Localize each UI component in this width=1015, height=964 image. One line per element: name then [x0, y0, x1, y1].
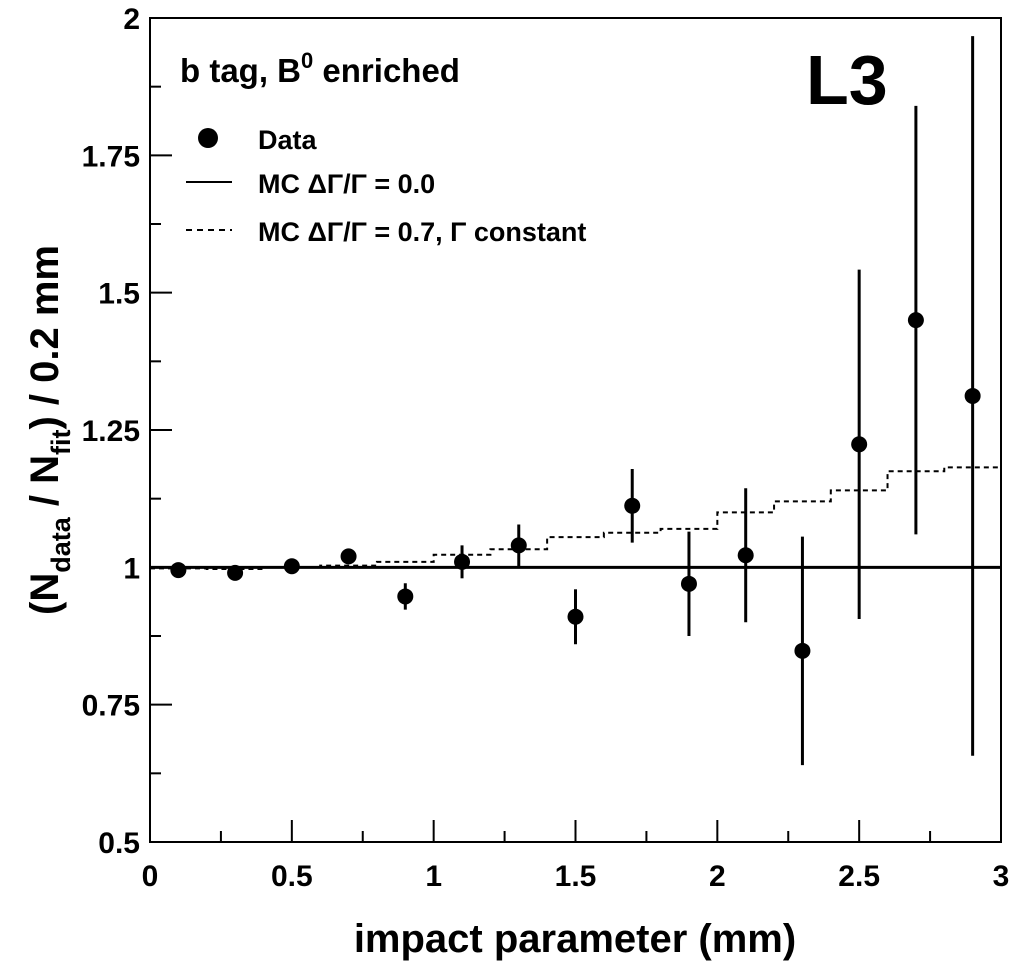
mc-step-line	[150, 466, 1001, 570]
data-point	[851, 436, 868, 453]
x-tick-label: 3	[993, 860, 1010, 893]
legend-label-mc-07: MC ΔΓ/Γ = 0.7, Γ constant	[258, 217, 586, 247]
x-tick-label: 1.5	[555, 860, 597, 893]
data-point	[737, 547, 754, 564]
x-tick-label: 0.5	[271, 860, 313, 893]
legend-marker-data	[198, 128, 218, 148]
y-tick-label: 0.5	[98, 827, 140, 860]
data-point	[907, 312, 924, 329]
experiment-logo-text: L3	[806, 41, 888, 119]
selection-superscript: 0	[301, 48, 313, 73]
y-tick-label: 1.25	[82, 415, 140, 448]
data-point	[510, 537, 527, 554]
selection-label: b tag, B0 enriched	[180, 48, 460, 89]
data-point	[170, 562, 187, 579]
legend: Data MC ΔΓ/Γ = 0.0 MC ΔΓ/Γ = 0.7, Γ cons…	[186, 125, 586, 247]
x-tick-label: 2.5	[838, 860, 880, 893]
y-tick-label: 1.5	[98, 278, 140, 311]
x-axis-title: impact parameter (mm)	[354, 917, 796, 961]
data-point	[397, 588, 414, 605]
y-tick-label: 0.75	[82, 690, 140, 723]
x-tick-label: 1	[425, 860, 442, 893]
y-axis-title: (Ndata / Nfit) / 0.2 mm	[23, 245, 76, 615]
data-point	[794, 642, 811, 659]
y-tick-label: 1.75	[82, 140, 140, 173]
legend-label-mc-0: MC ΔΓ/Γ = 0.0	[258, 169, 435, 199]
data-point	[340, 548, 357, 565]
y-tick-label: 1	[123, 552, 140, 585]
legend-label-data: Data	[258, 125, 318, 155]
data-point	[567, 608, 584, 625]
y-tick-label: 2	[123, 3, 140, 36]
data-point	[680, 575, 697, 592]
x-tick-label: 0	[142, 860, 159, 893]
data-point	[624, 497, 641, 514]
data-point	[964, 387, 981, 404]
x-tick-label: 2	[709, 860, 726, 893]
